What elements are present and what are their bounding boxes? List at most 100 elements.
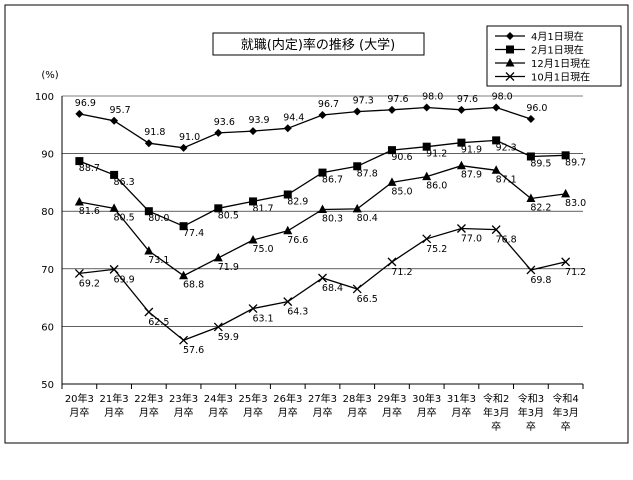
- x-tick-label: 月卒: [313, 406, 333, 419]
- x-tick-label: 24年3: [204, 392, 233, 405]
- data-label: 75.0: [252, 244, 273, 255]
- data-label: 68.8: [183, 280, 204, 291]
- y-tick-label: 60: [41, 322, 54, 333]
- series-2-point: [75, 157, 84, 166]
- series-4-point: [74, 268, 84, 278]
- series-1-point: [283, 124, 292, 133]
- data-label: 82.2: [530, 203, 551, 214]
- x-tick-label: 月卒: [139, 406, 159, 419]
- series-3-point: [144, 245, 154, 255]
- data-label: 96.9: [75, 98, 96, 109]
- series-1-point: [249, 127, 258, 136]
- chart-title-group: 就職(内定)率の推移 (大学): [212, 32, 425, 56]
- chart-frame: [4, 4, 629, 444]
- series-3-point: [526, 193, 536, 203]
- x-tick-label: 31年3: [447, 392, 476, 405]
- data-label: 76.6: [287, 235, 308, 246]
- x-tick-label: 26年3: [273, 392, 302, 405]
- data-label: 87.8: [357, 168, 378, 179]
- x-tick-label: 月卒: [69, 406, 89, 419]
- series-1-point: [214, 128, 223, 137]
- data-label: 98.0: [422, 92, 443, 103]
- data-label: 89.7: [565, 157, 586, 168]
- series-4-point: [144, 307, 154, 317]
- data-label: 91.0: [179, 132, 200, 143]
- data-label: 94.4: [283, 112, 304, 123]
- data-label: 71.2: [565, 267, 586, 278]
- series-2-point: [457, 138, 466, 147]
- series-3-point: [387, 177, 397, 186]
- x-tick-label: 月卒: [174, 406, 194, 419]
- series-4-point: [491, 225, 501, 235]
- data-label: 93.6: [214, 117, 235, 128]
- series-1-point: [526, 115, 535, 124]
- y-tick-label: 80: [41, 207, 54, 218]
- title-box: [212, 32, 425, 56]
- data-label: 95.7: [110, 105, 131, 116]
- data-label: 86.0: [426, 181, 447, 192]
- series-lines: [74, 103, 571, 345]
- series-4-point: [422, 234, 432, 244]
- series-1-point: [353, 107, 362, 116]
- chart-title: 就職(内定)率の推移 (大学): [241, 37, 395, 53]
- data-label: 69.2: [79, 278, 100, 289]
- legend-label: 4月1日現在: [531, 31, 584, 43]
- series-2-point: [249, 197, 258, 206]
- y-tick-label: 90: [41, 150, 54, 161]
- series-3-point: [491, 165, 501, 174]
- series-4-point: [248, 304, 258, 314]
- x-tick-label: 23年3: [169, 392, 198, 405]
- data-label: 80.5: [114, 212, 135, 223]
- data-label: 80.0: [148, 213, 169, 224]
- x-tick-label: 令和4: [552, 392, 578, 405]
- series-4-point: [318, 273, 327, 283]
- y-axis-label: (%): [41, 70, 58, 81]
- series-2-point: [561, 151, 570, 160]
- data-label: 77.0: [461, 233, 482, 244]
- data-label: 82.9: [287, 196, 308, 207]
- data-label: 97.6: [457, 94, 478, 105]
- x-tick-label: 月卒: [243, 406, 263, 419]
- data-label: 97.3: [353, 96, 374, 107]
- series-1-point: [457, 105, 466, 114]
- data-label: 91.8: [144, 127, 165, 138]
- x-tick-label: 月卒: [208, 406, 228, 419]
- series-4-point: [561, 257, 571, 267]
- legend-label: 10月1日現在: [531, 72, 590, 84]
- series-4-point: [526, 265, 536, 275]
- x-tick-label: 25年3: [238, 392, 267, 405]
- series-1-point: [422, 103, 431, 112]
- data-label: 59.9: [218, 332, 239, 343]
- x-tick-label: 卒: [561, 420, 571, 433]
- x-tick-label: 29年3: [377, 392, 406, 405]
- data-label: 69.9: [114, 274, 135, 285]
- series-3-point: [561, 188, 571, 198]
- data-label: 96.0: [526, 103, 547, 114]
- data-label: 90.6: [391, 152, 412, 163]
- data-label: 57.6: [183, 345, 204, 356]
- series-2-point: [214, 204, 223, 213]
- x-tick-label: 年3月: [552, 406, 578, 419]
- data-label: 91.2: [426, 149, 447, 160]
- data-label: 81.6: [79, 206, 100, 217]
- series-1-point: [492, 103, 501, 112]
- data-label: 71.9: [218, 262, 239, 273]
- series-2-point: [283, 190, 292, 199]
- series-2-point: [353, 162, 362, 171]
- series-1-point: [387, 105, 396, 114]
- x-tick-label: 年3月: [518, 406, 544, 419]
- series-2-point: [526, 152, 535, 161]
- legend-1-point: [506, 32, 514, 40]
- series-2-point: [179, 222, 188, 231]
- data-label: 97.6: [387, 94, 408, 105]
- data-label: 86.7: [322, 175, 343, 186]
- y-tick-label: 50: [41, 380, 54, 391]
- series-2-point: [110, 170, 119, 179]
- data-label: 81.7: [252, 203, 273, 214]
- x-tick-label: 令和3: [518, 392, 544, 405]
- series-1-point: [110, 116, 119, 125]
- series-1-point: [318, 111, 327, 120]
- y-tick-label: 70: [41, 265, 54, 276]
- data-label: 96.7: [318, 99, 339, 110]
